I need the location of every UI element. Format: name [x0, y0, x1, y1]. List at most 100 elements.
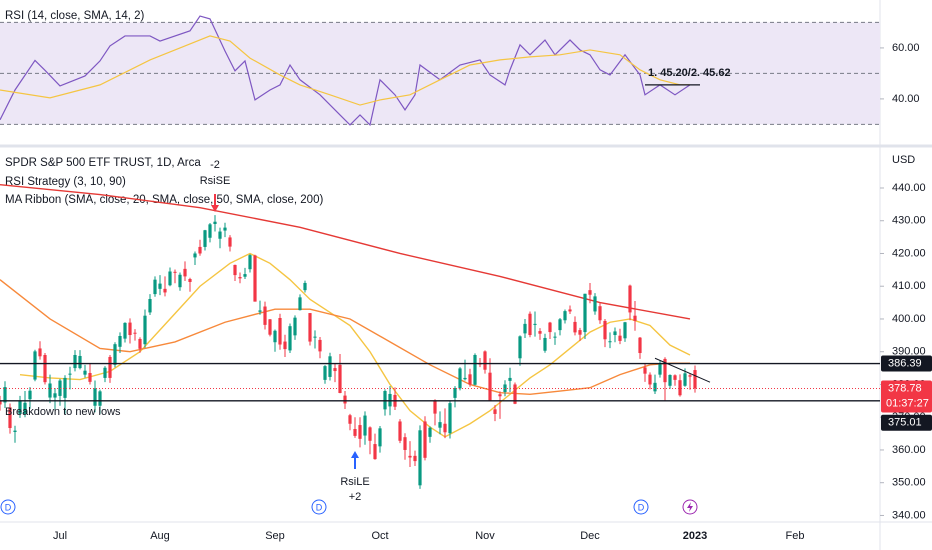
- candle-body: [693, 370, 697, 389]
- candle-body: [403, 437, 407, 450]
- candle-body: [298, 297, 302, 311]
- candle-body: [348, 415, 352, 424]
- candle-body: [308, 313, 312, 342]
- candle-body: [663, 358, 667, 383]
- candle-body: [633, 315, 637, 321]
- candle-body: [463, 377, 467, 380]
- candle-body: [688, 375, 692, 377]
- y-tick-label: 430.00: [892, 215, 926, 227]
- candle-body: [508, 377, 512, 381]
- dividend-icon[interactable]: [0, 499, 16, 515]
- candle-body: [213, 221, 217, 225]
- candle-body: [23, 402, 27, 414]
- candle-body: [248, 255, 252, 270]
- candle-body: [278, 317, 282, 345]
- candle-body: [123, 322, 127, 339]
- candle-body: [638, 337, 642, 354]
- candle-body: [208, 224, 212, 238]
- candle-body: [598, 306, 602, 321]
- trendline: [654, 357, 711, 383]
- candle-body: [68, 373, 72, 375]
- candle-body: [563, 311, 567, 321]
- candle-body: [488, 372, 492, 402]
- y-tick-label: 440.00: [892, 182, 926, 194]
- candle-body: [323, 366, 327, 380]
- candle-body: [128, 322, 132, 336]
- candle-body: [88, 373, 92, 382]
- level-label: 386.39: [888, 357, 922, 369]
- y-tick-label: 420.00: [892, 247, 926, 259]
- candle-body: [118, 336, 122, 347]
- y-tick-label: 40.00: [892, 93, 920, 105]
- dividend-icon[interactable]: [311, 499, 327, 515]
- candle-body: [498, 394, 502, 397]
- candle-body: [468, 374, 472, 385]
- x-tick-label: Feb: [786, 530, 805, 542]
- ma-legend: MA Ribbon (SMA, close, 20, SMA, close, 5…: [5, 194, 323, 206]
- candle-body: [453, 388, 457, 398]
- x-tick-label: Dec: [580, 530, 600, 542]
- rsi-annotation: 1. 45.20/2. 45.62: [648, 67, 731, 79]
- candle-body: [173, 271, 177, 273]
- candle-body: [458, 368, 462, 389]
- level-label-box: [881, 414, 932, 431]
- candle-body: [163, 288, 167, 293]
- candle-body: [553, 336, 557, 338]
- line: [0, 279, 690, 395]
- rsi-legend: RSI (14, close, SMA, 14, 2): [5, 10, 145, 22]
- candle-body: [38, 348, 42, 357]
- candle-body: [648, 374, 652, 385]
- candle-body: [33, 351, 37, 380]
- candle-body: [48, 383, 52, 398]
- candle-body: [328, 356, 332, 377]
- candle-body: [503, 384, 507, 392]
- candle-body: [543, 337, 547, 351]
- dividend-markers: D D D: [0, 499, 698, 515]
- strategy-legend: RSI Strategy (3, 10, 90): [5, 176, 126, 188]
- candle-body: [533, 323, 537, 325]
- signal-arrow: [351, 451, 359, 469]
- dividend-icon-text: D: [5, 502, 12, 512]
- candle-body: [658, 364, 662, 375]
- candle-body: [673, 375, 677, 380]
- dividend-icon[interactable]: [633, 499, 649, 515]
- y-tick-label: 350.00: [892, 477, 926, 489]
- candle-body: [98, 391, 102, 406]
- candle-body: [618, 335, 622, 341]
- candle-body: [0, 400, 2, 405]
- signal-arrow: [211, 194, 219, 212]
- candle-body: [493, 409, 497, 414]
- y-tick-label: 390.00: [892, 346, 926, 358]
- line: [0, 35, 690, 106]
- candle-body: [238, 277, 242, 279]
- signal-label: RsiSE: [200, 175, 231, 187]
- candle-body: [423, 421, 427, 458]
- candle-body: [223, 227, 227, 231]
- candle-body: [43, 354, 47, 383]
- candle-body: [398, 421, 402, 441]
- candle-body: [178, 274, 182, 288]
- last-price-label: 378.78: [888, 382, 922, 394]
- x-tick-label: Nov: [475, 530, 495, 542]
- candle-body: [528, 313, 532, 336]
- candle-body: [588, 290, 592, 295]
- signal-qty: +2: [349, 491, 362, 503]
- symbol-legend: SPDR S&P 500 ETF TRUST, 1D, Arca: [5, 157, 201, 169]
- candle-body: [233, 264, 237, 276]
- y-tick-label: 360.00: [892, 444, 926, 456]
- candle-body: [63, 377, 67, 398]
- candle-body: [513, 384, 517, 404]
- dividend-icon-text: D: [638, 502, 645, 512]
- candle-body: [198, 246, 202, 254]
- candle-body: [653, 382, 657, 392]
- candle-body: [523, 323, 527, 334]
- candle-body: [358, 425, 362, 439]
- level-label: 375.01: [888, 417, 922, 429]
- x-tick-label: Jul: [53, 530, 67, 542]
- y-tick-label: 410.00: [892, 280, 926, 292]
- candle-body: [578, 330, 582, 335]
- candle-body: [518, 336, 522, 359]
- candle-body: [418, 430, 422, 486]
- candle-body: [113, 344, 117, 365]
- x-tick-label: Sep: [265, 530, 285, 542]
